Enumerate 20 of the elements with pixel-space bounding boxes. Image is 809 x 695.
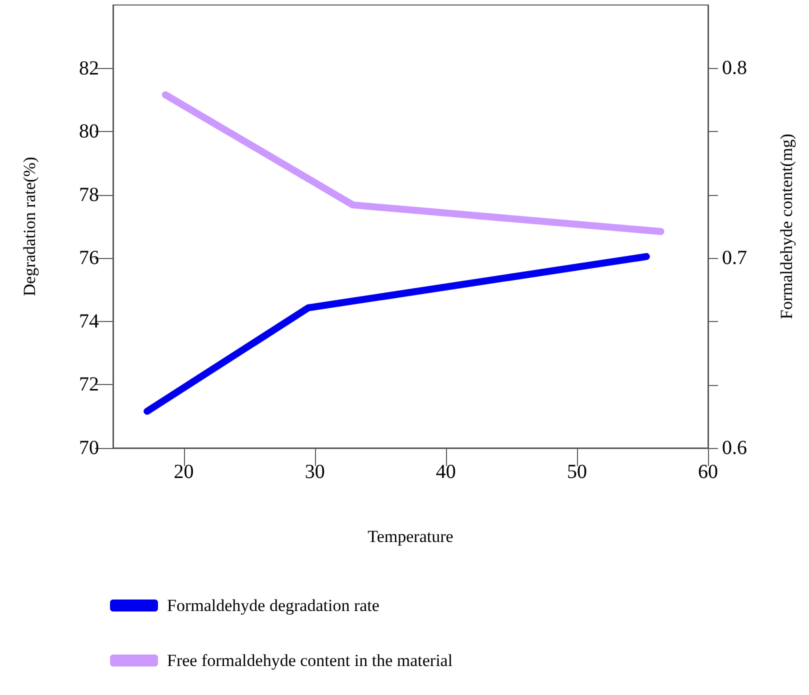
x-tick-label: 40 xyxy=(436,461,456,483)
x-tick-label: 50 xyxy=(566,461,587,483)
legend-label: Free formaldehyde content in the material xyxy=(167,651,453,670)
y-tick-label: 76 xyxy=(79,247,99,270)
x-tick-label: 30 xyxy=(304,461,325,483)
y2-tick-label: 0.6 xyxy=(722,437,747,459)
y2-tick-label: 0.8 xyxy=(722,57,747,80)
x-tick-label: 20 xyxy=(174,461,194,483)
y-tick-label: 80 xyxy=(79,120,99,143)
y-tick-label: 82 xyxy=(79,57,99,80)
y-tick-label: 74 xyxy=(79,310,99,332)
legend-label: Formaldehyde degradation rate xyxy=(167,596,380,615)
x-tick-label: 60 xyxy=(698,461,718,483)
y-axis-title: Degradation rate(%) xyxy=(20,156,39,296)
y-tick-label: 72 xyxy=(79,374,99,396)
y2-tick-label: 0.7 xyxy=(722,247,747,270)
y-tick-label: 78 xyxy=(79,184,99,206)
x-axis-title: Temperature xyxy=(368,527,454,546)
y2-axis-title: Formaldehyde content(mg) xyxy=(777,134,796,320)
y-tick-label: 70 xyxy=(79,437,99,459)
